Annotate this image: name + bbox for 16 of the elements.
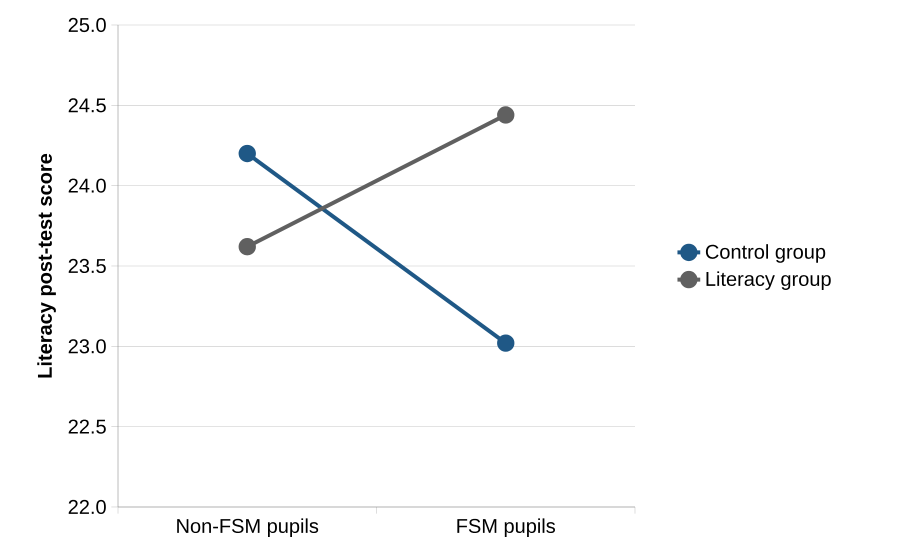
y-tick-label: 25.0 <box>68 18 106 32</box>
legend-label: Literacy group <box>706 271 831 290</box>
x-tick-label: FSM pupils <box>457 518 555 537</box>
y-axis-title: Literacy post-test score <box>37 154 56 378</box>
y-tick-label: 22.5 <box>68 420 106 434</box>
point <box>238 144 256 162</box>
point <box>238 238 256 256</box>
y-tick-label: 22.0 <box>68 500 106 514</box>
y-tick-label: 24.0 <box>68 178 106 193</box>
x-tick-label: Non-FSM pupils <box>177 518 318 537</box>
point <box>497 334 514 352</box>
y-tick-label: 24.5 <box>68 98 106 112</box>
y-tick-label: 23.5 <box>68 258 106 274</box>
point <box>497 106 514 124</box>
legend-label: Control group <box>706 244 826 263</box>
y-tick-label: 23.0 <box>68 339 106 354</box>
